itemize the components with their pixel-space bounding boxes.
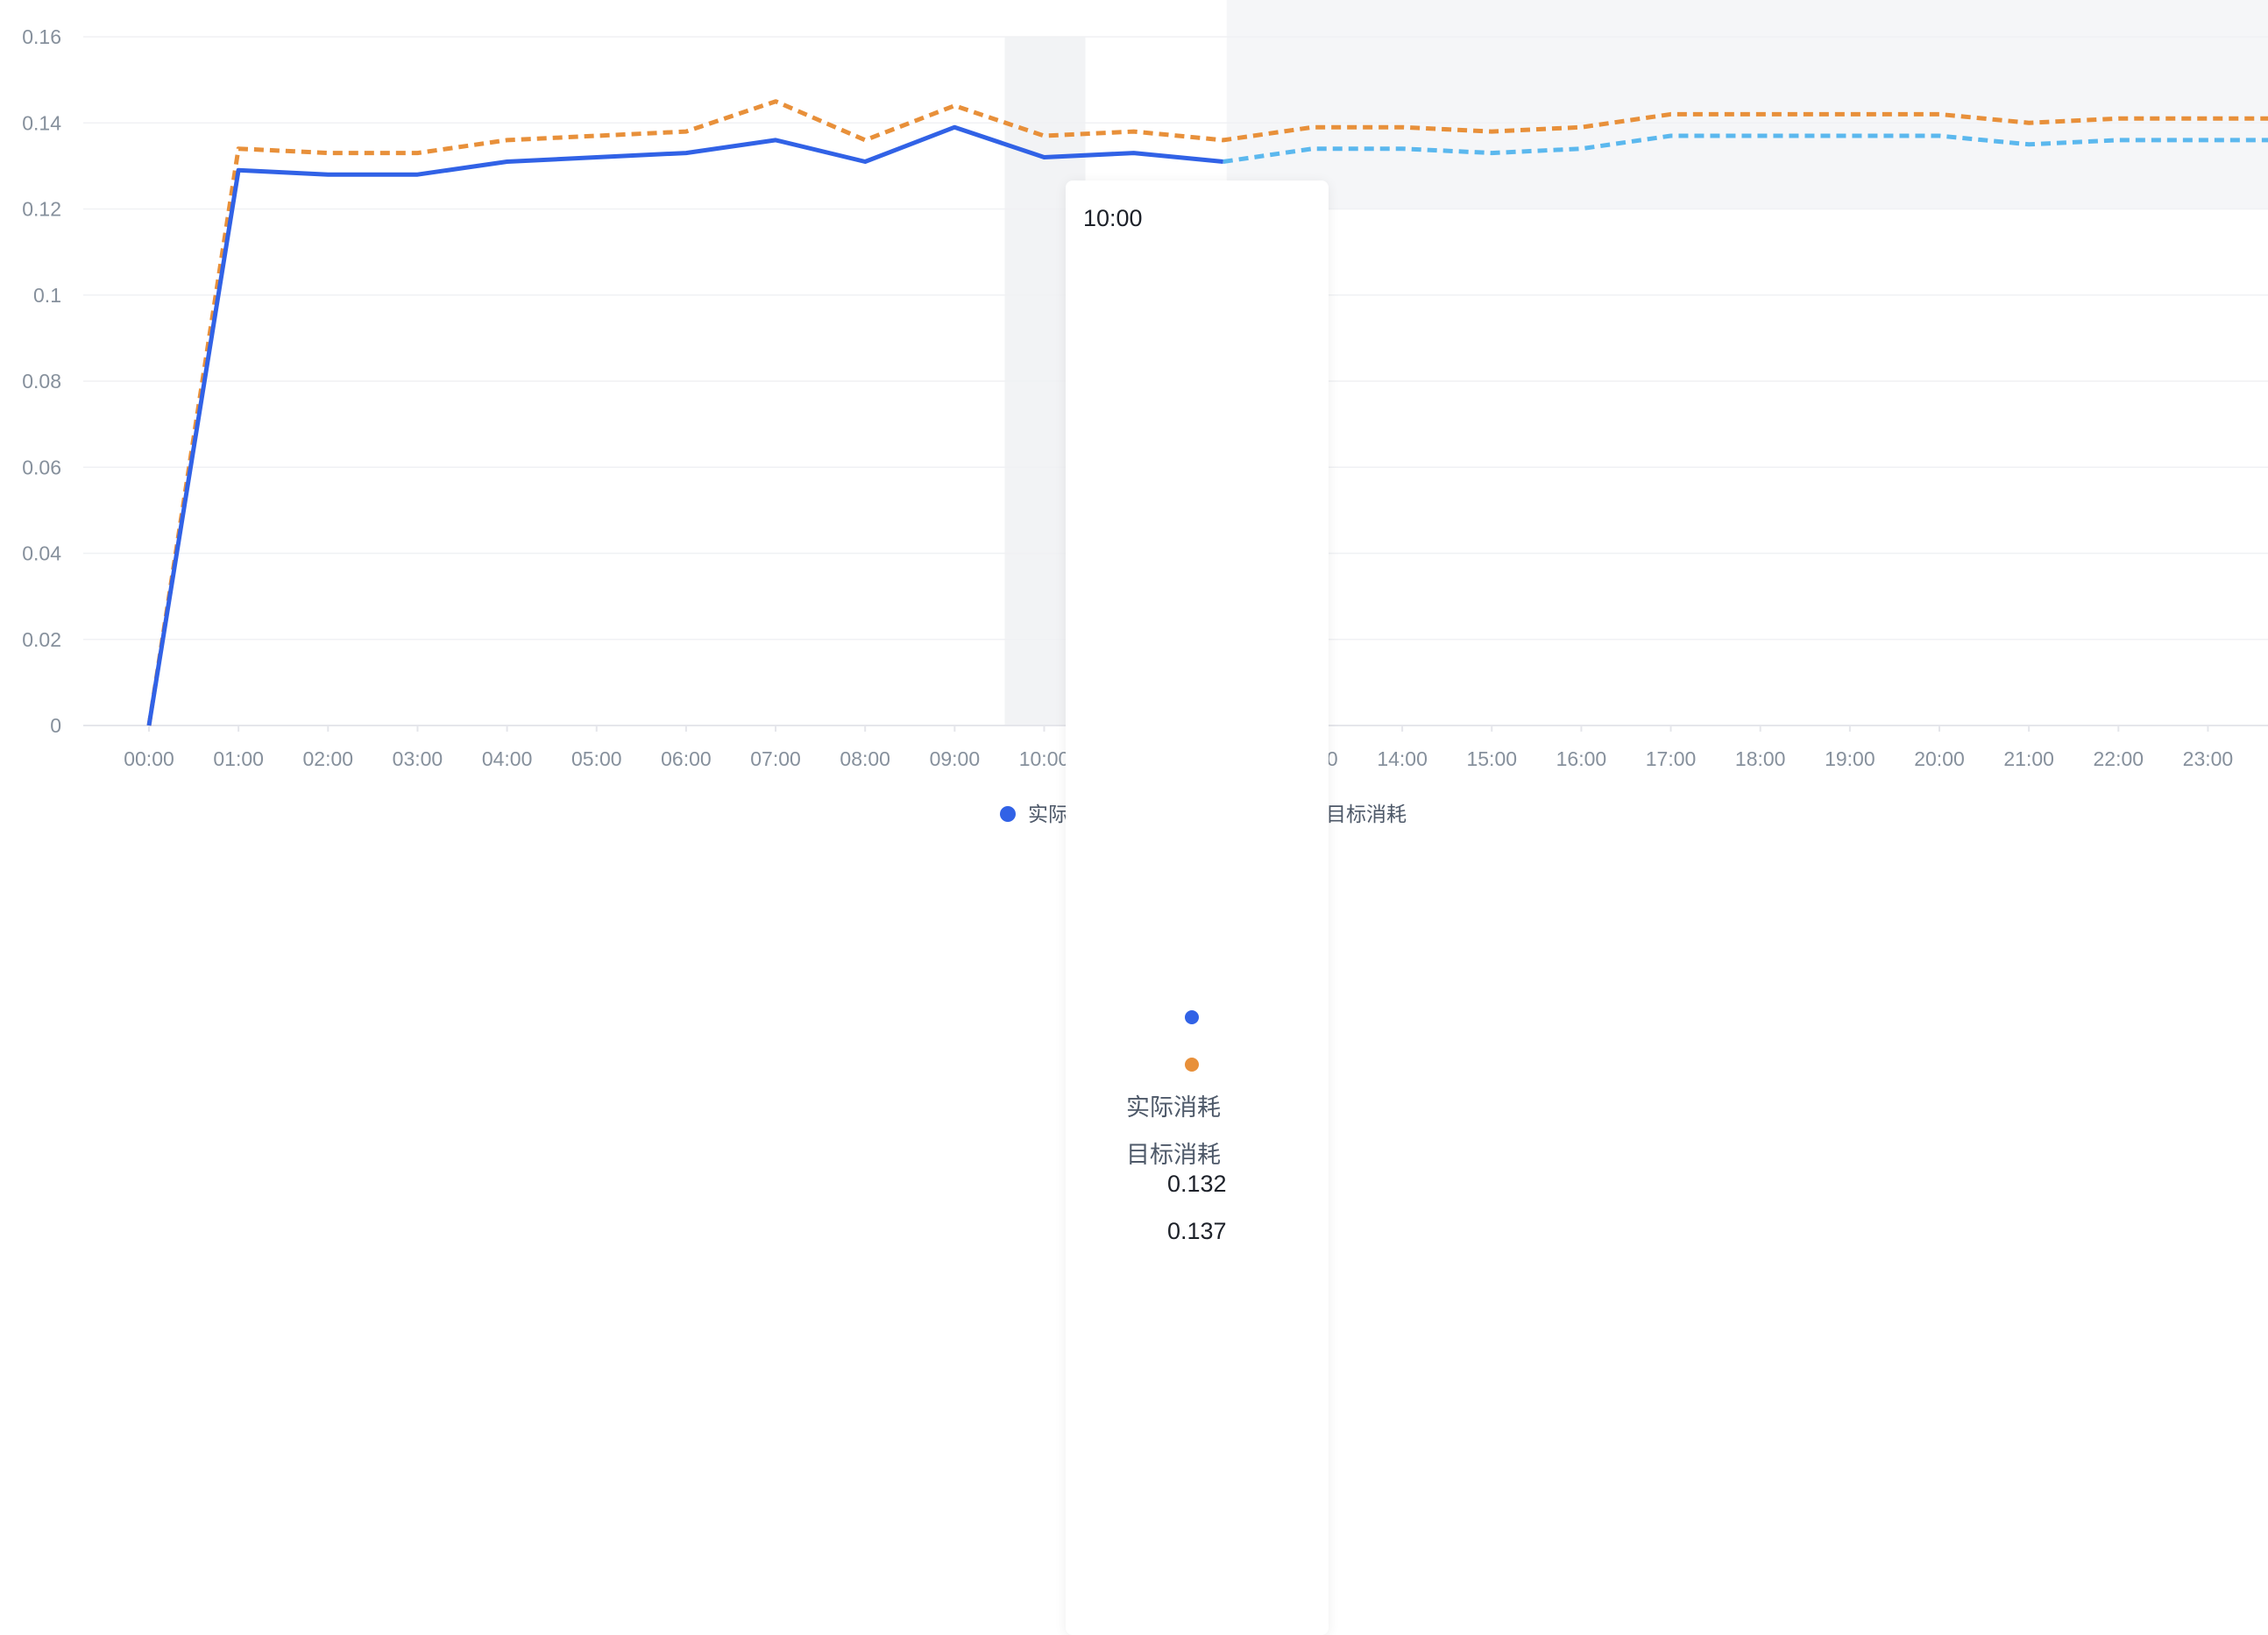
x-tick-label: 18:00	[1735, 747, 1786, 770]
chart-tooltip: 10:00 实际消耗 目标消耗 0.132 0.137	[1066, 180, 1329, 1635]
x-tick-label: 06:00	[661, 747, 712, 770]
tooltip-name-actual: 实际消耗	[1126, 1094, 1221, 1122]
tooltip-value-target: 0.137	[1167, 1218, 1227, 1244]
x-tick-label: 23:00	[2183, 747, 2234, 770]
y-tick-label: 0.06	[22, 456, 61, 478]
x-tick-label: 22:00	[2094, 747, 2144, 770]
y-tick-label: 0.04	[22, 542, 61, 565]
x-tick-label: 07:00	[750, 747, 801, 770]
forecast-region	[1226, 0, 2268, 209]
x-tick-label: 10:00	[1019, 747, 1070, 770]
x-tick-label: 05:00	[571, 747, 622, 770]
y-tick-label: 0	[50, 714, 61, 737]
tooltip-dot-actual	[1185, 1010, 1199, 1024]
x-tick-label: 17:00	[1646, 747, 1697, 770]
legend-label: 目标消耗	[1326, 803, 1407, 826]
series-line-target	[146, 99, 2268, 726]
tooltip-title: 10:00	[1083, 205, 1143, 231]
y-tick-label: 0.14	[22, 111, 61, 134]
x-tick-label: 00:00	[124, 747, 174, 770]
y-tick-label: 0.08	[22, 370, 61, 393]
x-tick-label: 19:00	[1825, 747, 1875, 770]
legend-dot	[1000, 806, 1016, 822]
x-tick-label: 14:00	[1377, 747, 1428, 770]
x-tick-label: 09:00	[930, 747, 981, 770]
series-line-actual	[146, 124, 1224, 726]
x-tick-label: 01:00	[213, 747, 264, 770]
x-tick-label: 03:00	[393, 747, 443, 770]
x-tick-label: 20:00	[1914, 747, 1965, 770]
x-tick-label: 04:00	[482, 747, 533, 770]
y-tick-label: 0.1	[33, 284, 61, 307]
x-tick-label: 02:00	[303, 747, 354, 770]
tooltip-name-target: 目标消耗	[1126, 1142, 1221, 1169]
series-line-actual-forecast	[1223, 133, 2268, 164]
tooltip-dot-target	[1185, 1058, 1199, 1072]
tooltip-value-actual: 0.132	[1167, 1171, 1227, 1197]
x-tick-label: 16:00	[1556, 747, 1607, 770]
y-tick-label: 0.02	[22, 628, 61, 651]
x-tick-label: 08:00	[840, 747, 890, 770]
x-tick-label: 15:00	[1466, 747, 1517, 770]
x-tick-label: 21:00	[2003, 747, 2054, 770]
y-tick-label: 0.12	[22, 198, 61, 221]
y-tick-label: 0.16	[22, 25, 61, 48]
